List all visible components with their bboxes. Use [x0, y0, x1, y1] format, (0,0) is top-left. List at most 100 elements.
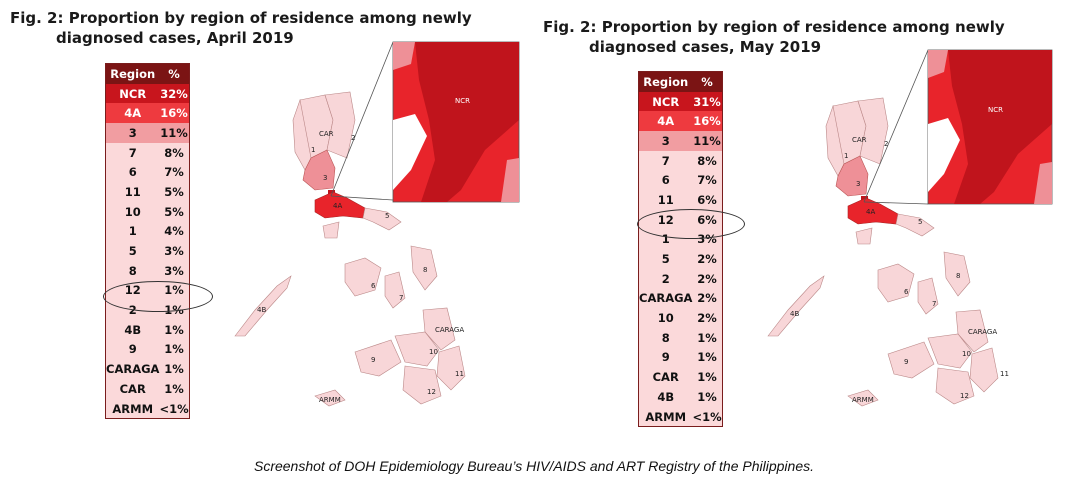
map-region-8 — [410, 245, 438, 291]
map-region-12 — [402, 365, 442, 405]
table-row: 4A 16% — [638, 111, 723, 132]
april-ncr-inset: NCR — [392, 41, 520, 203]
region-percent-cell: 11% — [693, 133, 721, 148]
may-map-label-8: 8 — [956, 272, 960, 280]
map-region-3 — [835, 155, 869, 197]
table-row: CAR 1% — [638, 367, 723, 387]
may-map-label-5: 5 — [918, 218, 922, 226]
may-highlight-ellipse — [637, 209, 745, 239]
region-name-cell: 4B — [124, 322, 142, 337]
may-ncr-inset: NCR — [927, 49, 1053, 205]
map-region-armm — [847, 389, 879, 407]
table-row: 6 7% — [105, 162, 190, 183]
table-row: 2 2% — [638, 268, 723, 289]
may-map-label-2: 2 — [884, 140, 888, 148]
table-row: NCR 31% — [638, 91, 723, 112]
region-name-cell: 5 — [128, 244, 137, 259]
map-region-1 — [292, 98, 312, 171]
region-name-cell: 6 — [661, 173, 670, 188]
may-map-label-6: 6 — [904, 288, 909, 296]
region-name-cell: 10 — [657, 311, 674, 326]
region-name-cell: ARMM — [645, 409, 687, 424]
may-region-table: Region % NCR 31% 4A 16% 3 11% 7 8% 6 7% 11 6% 12 6% 1 3… — [638, 71, 723, 428]
region-name-cell: 3 — [661, 133, 670, 148]
region-name-cell: 7 — [128, 145, 137, 160]
may-map-label-7: 7 — [932, 300, 936, 308]
region-name-cell: ARMM — [112, 401, 154, 416]
may-map-label-caraga: CARAGA — [968, 328, 997, 336]
region-percent-cell: 1% — [164, 342, 184, 357]
table-row: CARAGA 2% — [638, 288, 723, 309]
region-name-cell: CARAGA — [106, 362, 160, 377]
map-region-7 — [917, 277, 939, 315]
region-percent-cell: 1% — [697, 389, 717, 404]
region-percent-cell: 5% — [164, 204, 184, 219]
table-row: 5 3% — [105, 241, 190, 261]
region-percent-cell: 16% — [693, 114, 721, 129]
april-highlight-ellipse — [103, 281, 213, 312]
region-name-cell: 1 — [128, 224, 137, 239]
map-region-8 — [943, 251, 971, 297]
table-row: CARAGA 1% — [105, 359, 190, 379]
region-percent-cell: 8% — [164, 145, 184, 160]
april-map-label-10: 10 — [429, 348, 438, 356]
region-percent-cell: 7% — [697, 173, 717, 188]
region-name-cell: 8 — [661, 330, 670, 345]
region-percent-cell: <1% — [159, 401, 189, 416]
table-row: 3 11% — [638, 131, 723, 151]
april-figure-title: Fig. 2: Proportion by region of residenc… — [10, 8, 472, 48]
region-percent-cell: 11% — [160, 125, 188, 140]
map-region-6 — [344, 257, 382, 297]
april-map-label-3: 3 — [323, 174, 327, 182]
map-region-3 — [302, 149, 336, 191]
table-row: 6 7% — [638, 170, 723, 191]
may-figure-title: Fig. 2: Proportion by region of residenc… — [543, 17, 1005, 57]
table-row: 9 1% — [105, 339, 190, 360]
may-title-line2: diagnosed cases, May 2019 — [589, 38, 822, 56]
map-region-11 — [436, 345, 466, 391]
april-philippines-map: NCR CAR 1 2 3 4A 5 8 6 7 4B CARAGA 10 9 … — [234, 41, 520, 407]
table-row: 11 6% — [638, 190, 723, 210]
table-row: NCR 32% — [105, 83, 190, 104]
april-col-region: Region — [105, 63, 160, 84]
may-map-label-car: CAR — [852, 136, 867, 144]
may-map-label-11: 11 — [1000, 370, 1009, 378]
region-percent-cell: 1% — [697, 350, 717, 365]
table-row: 11 5% — [105, 182, 190, 202]
map-region-7 — [384, 271, 406, 309]
may-map-label-4a: 4A — [866, 208, 875, 216]
map-region-4b-mindoro — [855, 227, 873, 245]
table-row: CAR 1% — [105, 379, 190, 399]
map-region-4b-palawan — [234, 275, 292, 337]
region-percent-cell: 1% — [164, 322, 184, 337]
region-percent-cell: <1% — [692, 409, 722, 424]
region-name-cell: 9 — [661, 350, 670, 365]
region-percent-cell: 6% — [697, 192, 717, 207]
table-row: 10 5% — [105, 201, 190, 222]
region-percent-cell: 2% — [697, 291, 717, 306]
region-percent-cell: 16% — [160, 106, 188, 121]
may-col-pct: % — [692, 71, 723, 92]
map-region-9 — [887, 341, 935, 379]
region-percent-cell: 2% — [697, 271, 717, 286]
april-map-label-11: 11 — [455, 370, 464, 378]
april-title-line2: diagnosed cases, April 2019 — [56, 29, 294, 47]
map-region-caraga — [422, 307, 456, 351]
may-map-label-10: 10 — [962, 350, 971, 358]
april-map-label-5: 5 — [385, 212, 389, 220]
may-map-label-armm: ARMM — [852, 396, 874, 404]
map-region-10 — [927, 333, 973, 369]
table-row: 4B 1% — [638, 387, 723, 407]
region-name-cell: 7 — [661, 153, 670, 168]
table-row: 4B 1% — [105, 319, 190, 340]
april-region-table: Region % NCR 32% 4A 16% 3 11% 7 8% 6 7% 11 5% 10 5% 1 4… — [105, 63, 190, 420]
table-row: ARMM <1% — [638, 406, 723, 427]
region-name-cell: 11 — [124, 184, 141, 199]
table-row: 1 4% — [105, 221, 190, 242]
region-percent-cell: 7% — [164, 165, 184, 180]
april-map-label-4a: 4A — [333, 202, 342, 210]
region-name-cell: 4B — [657, 389, 675, 404]
may-map-label-12: 12 — [960, 392, 969, 400]
may-philippines-map: NCR CAR 1 2 3 4A 5 8 6 7 4B CARAGA 10 9 … — [767, 49, 1053, 407]
map-region-5 — [895, 213, 935, 237]
